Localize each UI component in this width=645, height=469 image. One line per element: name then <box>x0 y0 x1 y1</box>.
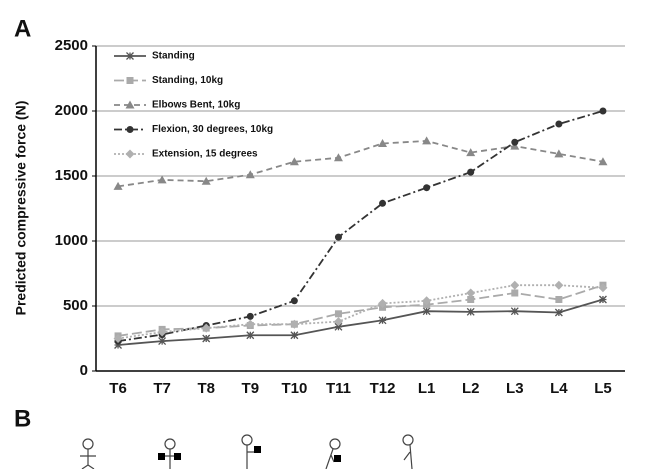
legend-marker <box>127 53 134 60</box>
data-point <box>158 175 167 183</box>
data-point <box>555 309 562 316</box>
data-point <box>334 317 343 326</box>
y-tick-label: 2500 <box>55 37 88 54</box>
data-point <box>246 170 255 178</box>
data-point <box>379 317 386 324</box>
y-axis-label: Predicted compressive force (N) <box>13 101 29 316</box>
data-point <box>511 308 518 315</box>
data-point <box>379 200 386 207</box>
x-tick-label: T9 <box>242 380 260 397</box>
legend-marker <box>126 150 135 159</box>
data-point <box>423 308 430 315</box>
panel-label: A <box>14 15 31 42</box>
data-point <box>291 332 298 339</box>
x-tick-label: T12 <box>370 380 396 397</box>
data-point <box>335 310 342 317</box>
y-tick-label: 0 <box>80 362 88 379</box>
legend-label: Standing, 10kg <box>152 75 223 86</box>
x-tick-label: T6 <box>109 380 127 397</box>
series-line <box>118 111 603 341</box>
y-tick-label: 500 <box>63 297 88 314</box>
legend-label: Extension, 15 degrees <box>152 149 258 160</box>
data-point <box>599 108 606 115</box>
y-tick-label: 1500 <box>55 167 88 184</box>
data-point <box>159 338 166 345</box>
x-tick-label: T11 <box>326 380 351 397</box>
y-tick-label: 1000 <box>55 232 88 249</box>
data-point <box>423 184 430 191</box>
data-point <box>203 335 210 342</box>
chart: A B Predicted compressive force (N) 0 500… <box>0 0 645 469</box>
data-point <box>291 297 298 304</box>
x-tick-label: L1 <box>418 380 436 397</box>
legend-marker <box>127 126 134 133</box>
x-tick-label: T7 <box>153 380 171 397</box>
series-line <box>118 285 603 336</box>
data-point <box>247 332 254 339</box>
panel-label: B <box>14 405 31 432</box>
panel-b-figures <box>80 435 413 469</box>
y-tick-label: 2000 <box>55 102 88 119</box>
data-point <box>335 234 342 241</box>
data-point <box>599 296 606 303</box>
data-point <box>555 296 562 303</box>
page: A B Predicted compressive force (N) 0 500… <box>0 0 645 469</box>
x-tick-label: L4 <box>550 380 568 397</box>
data-point <box>555 121 562 128</box>
x-tick-label: L3 <box>506 380 524 397</box>
data-point <box>511 139 518 146</box>
data-point <box>510 281 519 290</box>
x-tick-label: L2 <box>462 380 480 397</box>
x-tick-label: T10 <box>281 380 307 397</box>
legend-marker <box>127 77 134 84</box>
data-point <box>247 313 254 320</box>
data-point <box>467 308 474 315</box>
data-point <box>467 169 474 176</box>
x-tick-label: L5 <box>594 380 612 397</box>
x-tick-label: T8 <box>197 380 215 397</box>
legend-label: Flexion, 30 degrees, 10kg <box>152 124 273 135</box>
legend-label: Elbows Bent, 10kg <box>152 100 240 111</box>
data-point <box>511 290 518 297</box>
legend-label: Standing <box>152 51 195 62</box>
data-point <box>554 281 563 290</box>
